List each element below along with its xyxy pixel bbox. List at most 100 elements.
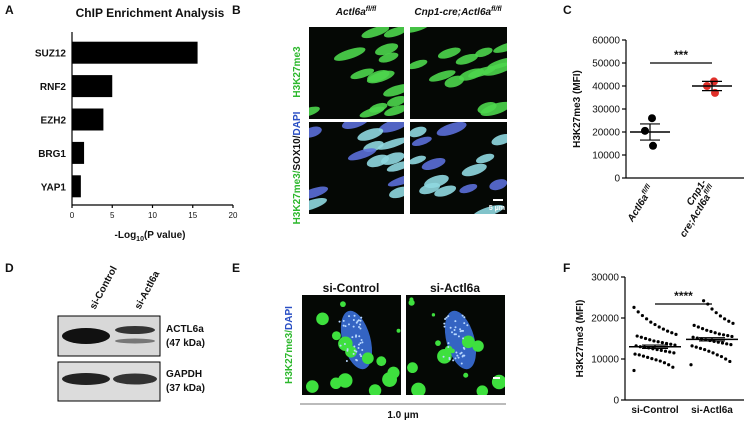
speck (342, 319, 345, 322)
blot-band (62, 373, 110, 385)
cell (428, 70, 456, 82)
data-point (671, 365, 675, 369)
text-part: 10 (136, 236, 144, 243)
cell (309, 106, 320, 117)
text-part: -Log (115, 230, 137, 241)
data-point (719, 354, 724, 359)
cell (361, 27, 390, 39)
micrograph (302, 295, 401, 395)
speck (357, 343, 360, 346)
micrograph (410, 122, 507, 214)
cell (455, 53, 479, 65)
error-bar (640, 123, 660, 141)
y-tick-label: SUZ12 (35, 49, 67, 60)
speck (360, 316, 363, 319)
data-point (711, 351, 715, 355)
x-tick-label: Cnp1-cre;Actl6afl/fl (669, 177, 719, 239)
speck (355, 350, 358, 353)
cell (437, 47, 461, 59)
data-point (690, 344, 694, 348)
data-point (707, 349, 711, 353)
speck (445, 316, 448, 319)
image-content (410, 27, 507, 117)
speck (407, 362, 418, 374)
speck (463, 354, 466, 357)
speck (353, 349, 356, 352)
speck (347, 323, 350, 326)
data-point (721, 333, 726, 337)
y-tick-label: BRG1 (38, 149, 66, 160)
cell (383, 84, 404, 97)
data-point (660, 341, 664, 345)
speck (359, 342, 362, 345)
significance-label: **** (674, 289, 693, 303)
data-point (696, 325, 700, 329)
data-point (718, 314, 723, 318)
data-point (659, 348, 663, 352)
speck (358, 325, 361, 328)
cell (378, 52, 399, 63)
text-part: (P value) (144, 230, 186, 241)
data-point (632, 305, 636, 309)
speck (455, 351, 458, 354)
text-part: H3K27me3/ (284, 330, 295, 384)
data-point (633, 352, 637, 356)
band-label: (47 kDa) (166, 338, 205, 349)
cell (389, 186, 404, 199)
superscript: fl/fl (366, 6, 378, 13)
text-part: Actl6a (335, 7, 366, 18)
speck (462, 329, 465, 332)
speck (457, 356, 460, 359)
superscript: fl/fl (491, 6, 503, 13)
data-point (639, 335, 643, 339)
speck (330, 377, 342, 390)
data-point (713, 331, 717, 335)
y-tick-label: RNF2 (40, 82, 67, 93)
speck (344, 325, 347, 328)
speck (316, 312, 329, 326)
significance-label: *** (674, 48, 688, 62)
data-point (709, 329, 713, 334)
speck (460, 362, 463, 365)
panel-letter: B (232, 3, 241, 17)
speck (461, 314, 464, 317)
speck (343, 343, 346, 346)
cell (386, 161, 404, 172)
text-part: H3K27me3/ (292, 170, 303, 224)
data-point (649, 141, 657, 150)
blot-band (115, 326, 155, 334)
speck (408, 299, 415, 306)
speck (472, 340, 484, 352)
speck (431, 313, 436, 317)
cell (333, 47, 366, 61)
data-point (635, 334, 639, 338)
speck (457, 335, 460, 338)
data-point (667, 363, 671, 367)
data-point (654, 358, 658, 362)
speck (451, 331, 454, 334)
speck (463, 322, 466, 325)
cell (493, 41, 507, 53)
data-point (662, 361, 667, 365)
data-point (661, 327, 666, 331)
speck (476, 385, 489, 395)
column-header: si-Actl6a (430, 281, 480, 295)
speck (461, 355, 464, 358)
speck (453, 328, 456, 331)
x-tick-label: si-Control (631, 405, 678, 416)
data-point (702, 299, 706, 303)
speck (466, 324, 469, 327)
cell (410, 155, 426, 165)
data-point (657, 325, 661, 329)
data-point (731, 321, 735, 325)
x-tick-label: 5 (110, 211, 115, 220)
speck (355, 359, 358, 362)
data-point (700, 327, 705, 331)
cell (350, 68, 375, 80)
data-point (664, 341, 669, 346)
cell (475, 47, 493, 58)
speck (352, 319, 355, 322)
image-content (410, 122, 507, 214)
